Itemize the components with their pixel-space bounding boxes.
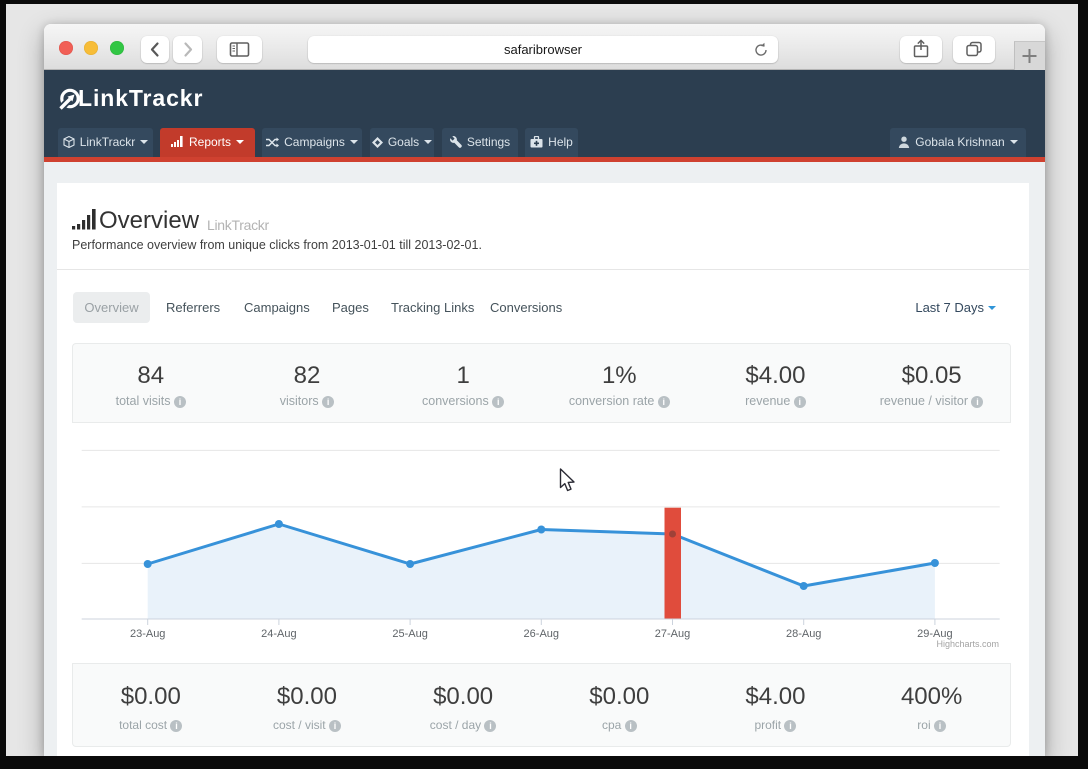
svg-text:24-Aug: 24-Aug [261,628,296,640]
svg-text:23-Aug: 23-Aug [130,628,165,640]
svg-text:28-Aug: 28-Aug [786,628,821,640]
svg-text:26-Aug: 26-Aug [524,628,559,640]
svg-text:Highcharts.com: Highcharts.com [936,639,999,649]
svg-text:25-Aug: 25-Aug [392,628,427,640]
svg-text:29-Aug: 29-Aug [917,628,952,640]
svg-text:27-Aug: 27-Aug [655,628,690,640]
